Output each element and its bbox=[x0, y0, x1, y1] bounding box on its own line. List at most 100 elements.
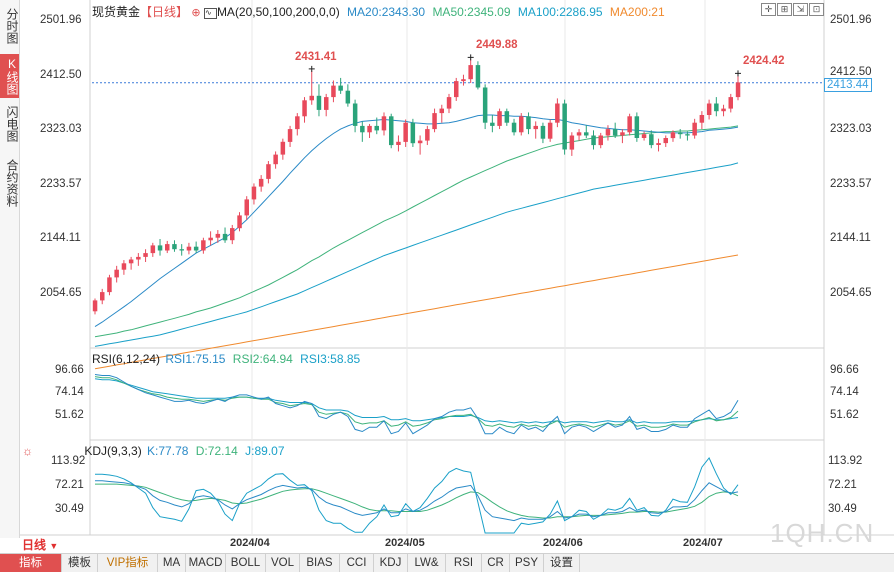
tab-vol[interactable]: VOL bbox=[266, 554, 300, 572]
candle-body bbox=[547, 122, 553, 139]
candle-body bbox=[598, 135, 603, 146]
candle-body bbox=[461, 79, 466, 82]
price-tick-right: 2054.65 bbox=[830, 287, 872, 299]
gear-icon[interactable]: ⊕ bbox=[191, 7, 201, 19]
candlestick-series bbox=[92, 54, 741, 315]
kdj-header: ☼ KDJ(9,3,3) K:77.78 D:72.14 J:89.07 bbox=[22, 444, 285, 458]
tab-contract-info[interactable]: 合约资料 bbox=[5, 159, 19, 207]
price-tick-right: 2323.03 bbox=[830, 123, 872, 135]
high-annotation: 2449.88 bbox=[476, 39, 518, 51]
candle-body bbox=[150, 245, 156, 254]
crosshair-icon[interactable]: ✛ bbox=[761, 3, 776, 16]
candle-body bbox=[417, 140, 423, 144]
price-tick-left: 2323.03 bbox=[40, 123, 82, 135]
candle-body bbox=[497, 111, 502, 126]
candle-body bbox=[360, 125, 365, 133]
rsi-header: RSI(6,12,24) RSI1:75.15 RSI2:64.94 RSI3:… bbox=[92, 352, 360, 366]
candle-body bbox=[295, 116, 300, 130]
candle-body bbox=[324, 97, 329, 110]
candle-body bbox=[201, 240, 206, 251]
candle-body bbox=[649, 134, 654, 146]
tab-kline[interactable]: K线图 bbox=[0, 54, 19, 98]
tab-bias[interactable]: BIAS bbox=[300, 554, 340, 572]
candle-body bbox=[584, 132, 589, 136]
candle-body bbox=[186, 246, 192, 251]
tab-cci[interactable]: CCI bbox=[340, 554, 374, 572]
candle-body bbox=[396, 141, 401, 145]
candle-body bbox=[266, 164, 271, 179]
tab-boll[interactable]: BOLL bbox=[226, 554, 266, 572]
tab-kdj[interactable]: KDJ bbox=[374, 554, 408, 572]
candle-body bbox=[121, 263, 127, 270]
date-tick: 2024/07 bbox=[683, 537, 723, 549]
kdj-j-value: J:89.07 bbox=[245, 444, 285, 458]
candle-body bbox=[100, 292, 105, 301]
tab-ma[interactable]: MA bbox=[158, 554, 186, 572]
kdj-k-line bbox=[95, 480, 739, 522]
rsi3-value: RSI3:58.85 bbox=[300, 352, 361, 366]
candle-body bbox=[475, 65, 481, 88]
rsi2-value: RSI2:64.94 bbox=[232, 352, 293, 366]
candle-body bbox=[670, 132, 676, 139]
candle-body bbox=[302, 100, 307, 117]
tab-timeshare[interactable]: 分时图 bbox=[5, 8, 19, 44]
price-tick-right: 2233.57 bbox=[830, 178, 872, 190]
arrow-icon[interactable]: ⇲ bbox=[793, 3, 808, 16]
candle-body bbox=[157, 245, 163, 251]
tab-lw[interactable]: LW& bbox=[408, 554, 446, 572]
candle-body bbox=[432, 113, 437, 130]
grid-icon[interactable]: ⊞ bbox=[777, 3, 792, 16]
candle-body bbox=[258, 178, 264, 187]
candle-body bbox=[504, 111, 510, 123]
candle-body bbox=[511, 122, 517, 133]
tab-macd[interactable]: MACD bbox=[186, 554, 226, 572]
target-icon[interactable]: ☼ bbox=[22, 444, 33, 458]
date-tick: 2024/06 bbox=[543, 537, 583, 549]
tab-psy[interactable]: PSY bbox=[510, 554, 544, 572]
candle-body bbox=[352, 103, 358, 126]
tab-template[interactable]: 模板 bbox=[62, 554, 98, 572]
candle-body bbox=[244, 199, 249, 216]
period-tag: 【日线】 bbox=[140, 5, 189, 19]
tab-vip-indicator[interactable]: VIP指标 bbox=[98, 554, 158, 572]
ma-settings-icon[interactable]: ∿ bbox=[203, 8, 217, 19]
tab-settings[interactable]: 设置 bbox=[544, 554, 580, 572]
tab-indicator[interactable]: 指标 bbox=[0, 554, 62, 572]
expand-icon[interactable]: ⊡ bbox=[809, 3, 824, 16]
period-selector[interactable]: 日线 ▼ bbox=[22, 538, 58, 553]
candle-body bbox=[237, 215, 242, 229]
candle-body bbox=[656, 143, 661, 145]
price-tick-right: 2501.96 bbox=[830, 14, 872, 26]
candle-body bbox=[114, 269, 119, 278]
rsi-lines bbox=[94, 374, 739, 435]
candle-body bbox=[92, 300, 98, 312]
period-label: 日线 bbox=[22, 538, 47, 552]
tab-cr[interactable]: CR bbox=[482, 554, 510, 572]
candle-body bbox=[331, 85, 336, 98]
tab-flash[interactable]: 闪电图 bbox=[5, 106, 19, 142]
candle-body bbox=[215, 233, 221, 238]
date-tick: 2024/05 bbox=[385, 537, 425, 549]
candle-body bbox=[706, 103, 712, 115]
candle-body bbox=[576, 132, 582, 136]
tab-rsi[interactable]: RSI bbox=[446, 554, 482, 572]
candle-body bbox=[128, 259, 134, 264]
candle-body bbox=[381, 116, 387, 131]
kdj-tick-right: 30.49 bbox=[828, 503, 857, 515]
moving-average-lines bbox=[94, 114, 739, 370]
candle-body bbox=[389, 116, 394, 146]
candle-body bbox=[403, 122, 408, 142]
kline-chart[interactable] bbox=[0, 0, 894, 553]
kdj-d-value: D:72.14 bbox=[195, 444, 238, 458]
candle-body bbox=[251, 186, 257, 200]
candle-body bbox=[533, 125, 538, 130]
chart-header: 现货黄金【日线】 ⊕ ∿ MA(20,50,100,200,0,0) MA20:2… bbox=[92, 3, 665, 20]
ma20-line bbox=[94, 114, 739, 328]
ma100-line bbox=[94, 162, 739, 347]
candle-body bbox=[482, 87, 488, 123]
candle-body bbox=[468, 65, 473, 80]
candle-body bbox=[338, 85, 343, 91]
candle-body bbox=[273, 154, 278, 165]
ma100-value: MA100:2286.95 bbox=[517, 5, 603, 19]
rsi-tick-left: 74.14 bbox=[55, 386, 84, 398]
